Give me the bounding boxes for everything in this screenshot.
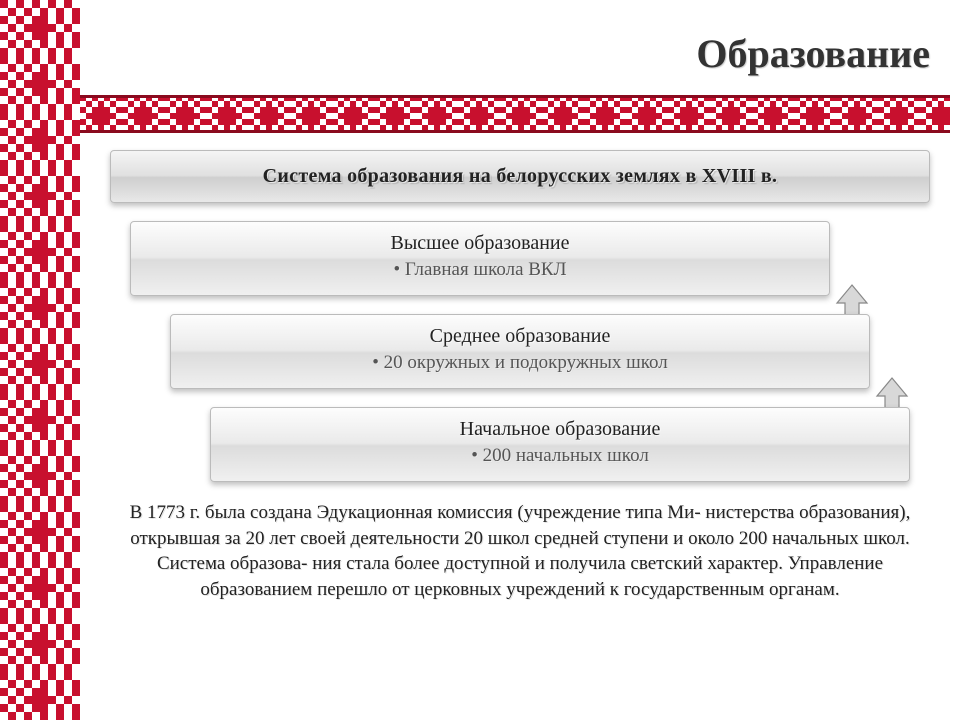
tier-higher-education: Высшее образование Главная школа ВКЛ [130, 221, 830, 296]
top-ornament-band [80, 95, 950, 133]
tier-title: Начальное образование [231, 418, 889, 441]
page-title: Образование [696, 30, 930, 77]
tier-title: Среднее образование [191, 325, 849, 348]
content-area: Система образования на белорусских земля… [100, 150, 940, 603]
system-banner: Система образования на белорусских земля… [110, 150, 930, 203]
tier-detail: Главная школа ВКЛ [151, 259, 809, 281]
tier-primary-education: Начальное образование 200 начальных школ [210, 407, 910, 482]
tier-detail: 200 начальных школ [231, 445, 889, 467]
tier-detail: 20 окружных и подокружных школ [191, 352, 849, 374]
description-paragraph: В 1773 г. была создана Эдукационная коми… [100, 500, 940, 603]
tier-secondary-education: Среднее образование 20 окружных и подокр… [170, 314, 870, 389]
tier-title: Высшее образование [151, 232, 809, 255]
left-ornament-band [0, 0, 80, 720]
